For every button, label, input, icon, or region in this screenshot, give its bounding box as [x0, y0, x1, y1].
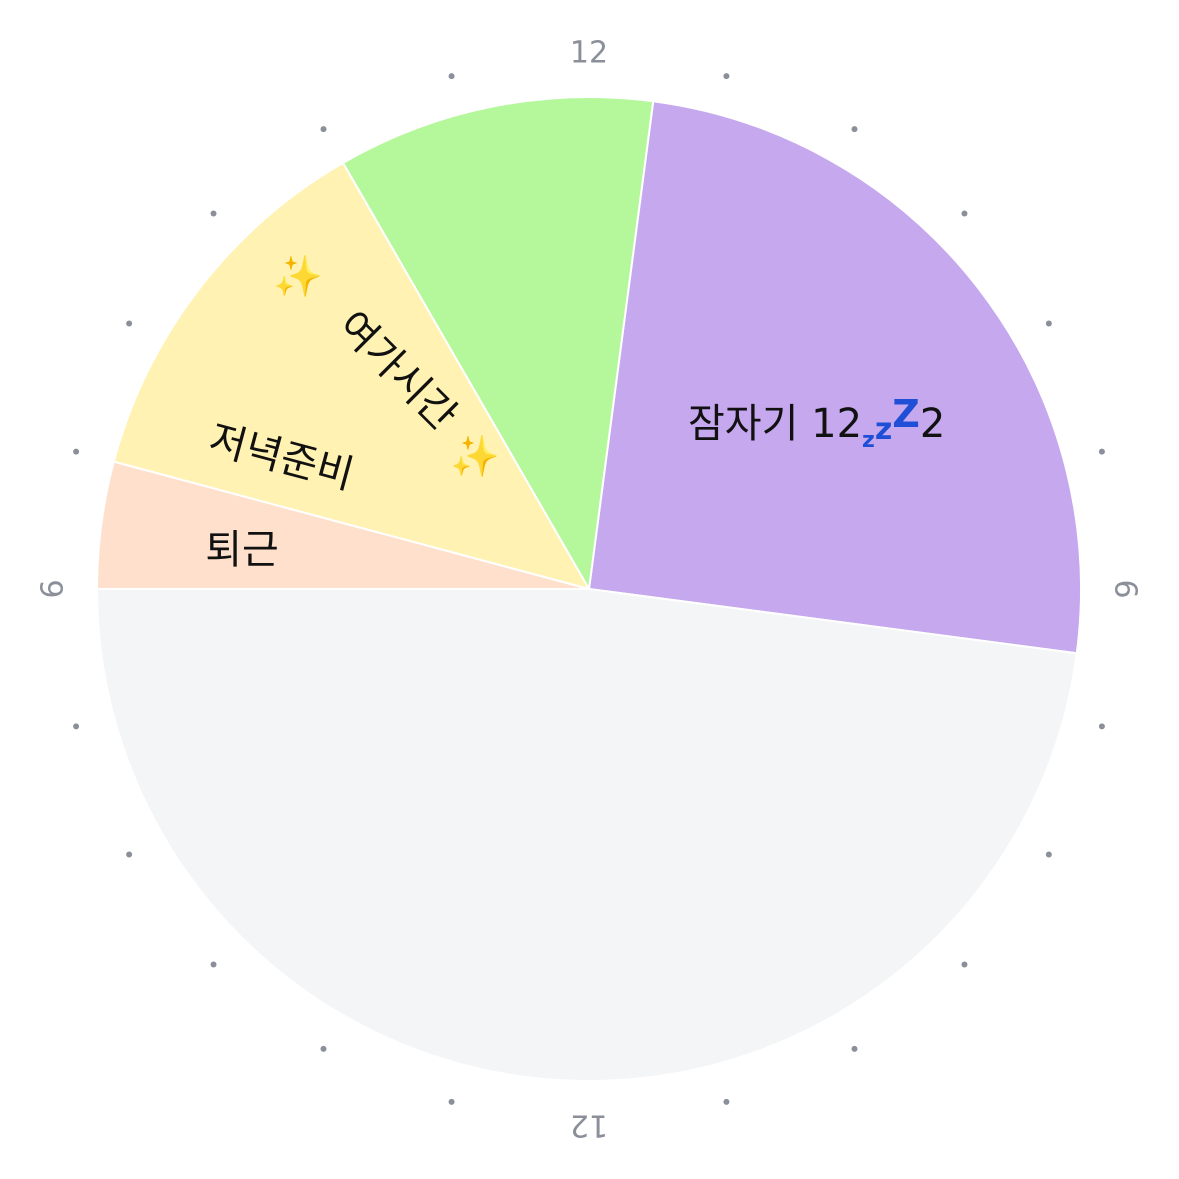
- hour-label-0: 12: [570, 1108, 608, 1143]
- slice-label-commute: 퇴근: [205, 527, 279, 573]
- hour-tick-dot: [73, 723, 80, 730]
- hour-tick-dot: [448, 73, 455, 80]
- emoji-sparkle-top: ✨: [273, 254, 323, 300]
- hour-tick-dot: [851, 1045, 858, 1052]
- hour-tick-dot: [126, 851, 133, 858]
- hour-tick-dot: [320, 126, 327, 133]
- hour-tick-dot: [210, 210, 217, 217]
- hour-tick-dot: [961, 961, 968, 968]
- slice-empty: [95, 588, 1078, 1082]
- hour-label-12: 12: [570, 36, 608, 71]
- hour-tick-dot: [723, 73, 730, 80]
- hour-tick-dot: [126, 320, 133, 327]
- hour-tick-dot: [320, 1045, 327, 1052]
- hour-tick-dot: [961, 210, 968, 217]
- hour-tick-dot: [723, 1098, 730, 1105]
- hour-label-6: 6: [36, 579, 71, 598]
- hour-tick-dot: [73, 448, 80, 455]
- hour-tick-dot: [1045, 320, 1052, 327]
- slices-group: [95, 96, 1082, 1082]
- hour-ticks: [73, 73, 1105, 1105]
- slice-leisure: [341, 96, 655, 593]
- slice-label-sleep: 잠자기 12zzZ2: [688, 392, 945, 453]
- slice-sleep: [587, 100, 1082, 655]
- hour-labels: 12 6 12 6: [36, 36, 1143, 1143]
- hour-tick-dot: [210, 961, 217, 968]
- hour-tick-dot: [1098, 723, 1105, 730]
- hour-tick-dot: [1045, 851, 1052, 858]
- slice-dinner-prep: [112, 161, 592, 591]
- hour-tick-dot: [448, 1098, 455, 1105]
- hour-label-18: 6: [1108, 579, 1143, 598]
- emoji-sparkle-bottom: ✨: [450, 434, 500, 480]
- hour-tick-dot: [851, 126, 858, 133]
- hour-tick-dot: [1098, 448, 1105, 455]
